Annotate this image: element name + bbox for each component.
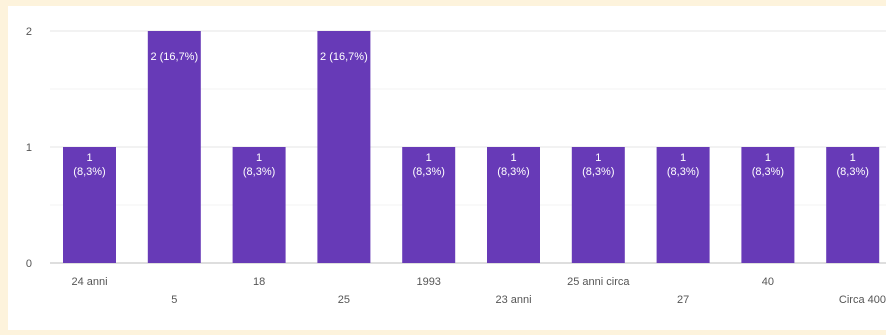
bar[interactable] <box>317 31 371 263</box>
bar-data-label-count: 1 <box>86 152 92 164</box>
bar-data-label-percent: (8,3%) <box>752 166 784 178</box>
x-tick-label: 27 <box>677 294 689 306</box>
x-tick-label: 40 <box>762 276 774 288</box>
y-tick-label: 1 <box>26 142 32 154</box>
bar-data-label-percent: (8,3%) <box>667 166 699 178</box>
bar[interactable] <box>402 147 456 263</box>
bar-data-label-count: 1 <box>256 152 262 164</box>
bar-data-label-percent: (8,3%) <box>836 166 868 178</box>
y-tick-label: 2 <box>26 26 32 38</box>
x-tick-label: 5 <box>171 294 177 306</box>
y-tick-label: 0 <box>26 258 32 270</box>
bar[interactable] <box>741 147 795 263</box>
bar-data-label-count: 1 <box>426 152 432 164</box>
x-tick-label: 23 anni <box>495 294 531 306</box>
bar-data-label-count: 1 <box>680 152 686 164</box>
bar[interactable] <box>487 147 540 263</box>
bar-data-label-percent: (8,3%) <box>73 166 105 178</box>
x-tick-label: 25 anni circa <box>567 276 630 288</box>
bar[interactable] <box>826 147 880 263</box>
bar-data-label-count: 1 <box>850 152 856 164</box>
bar[interactable] <box>571 147 625 263</box>
bar-data-label-count: 1 <box>510 152 516 164</box>
bar[interactable] <box>63 147 116 263</box>
bar-data-label-percent: (8,3%) <box>582 166 614 178</box>
x-tick-label: 25 <box>338 294 350 306</box>
bar-data-label-percent: (8,3%) <box>412 166 444 178</box>
x-axis-ticks: 24 anni 5 18 25 1993 23 anni 25 anni circa 27 40… <box>71 276 886 306</box>
bar[interactable] <box>232 147 286 263</box>
bar-chart: 0 1 2 1 (8,3%) 2 (16,7%) 1 (8,3%) 2 (16,7%) 1 (8,… <box>26 26 886 306</box>
chart-card: 0 1 2 1 (8,3%) 2 (16,7%) 1 (8,3%) 2 (16,7%) 1 (8,… <box>8 6 886 330</box>
x-tick-label: Circa 400 <box>839 294 886 306</box>
x-tick-label: 24 anni <box>71 276 107 288</box>
bar-data-label: 2 (16,7%) <box>320 51 368 63</box>
bar-data-label-percent: (8,3%) <box>497 166 529 178</box>
bar-data-label-percent: (8,3%) <box>243 166 275 178</box>
bar-data-label-count: 1 <box>765 152 771 164</box>
y-axis-ticks: 0 1 2 <box>26 26 32 270</box>
bar[interactable] <box>147 31 201 263</box>
x-tick-label: 18 <box>253 276 265 288</box>
bar-data-label-count: 1 <box>595 152 601 164</box>
bars: 1 (8,3%) 2 (16,7%) 1 (8,3%) 2 (16,7%) 1 (8,3%) 1… <box>63 31 880 263</box>
bar-data-label: 2 (16,7%) <box>150 51 198 63</box>
x-tick-label: 1993 <box>416 276 440 288</box>
bar[interactable] <box>656 147 710 263</box>
